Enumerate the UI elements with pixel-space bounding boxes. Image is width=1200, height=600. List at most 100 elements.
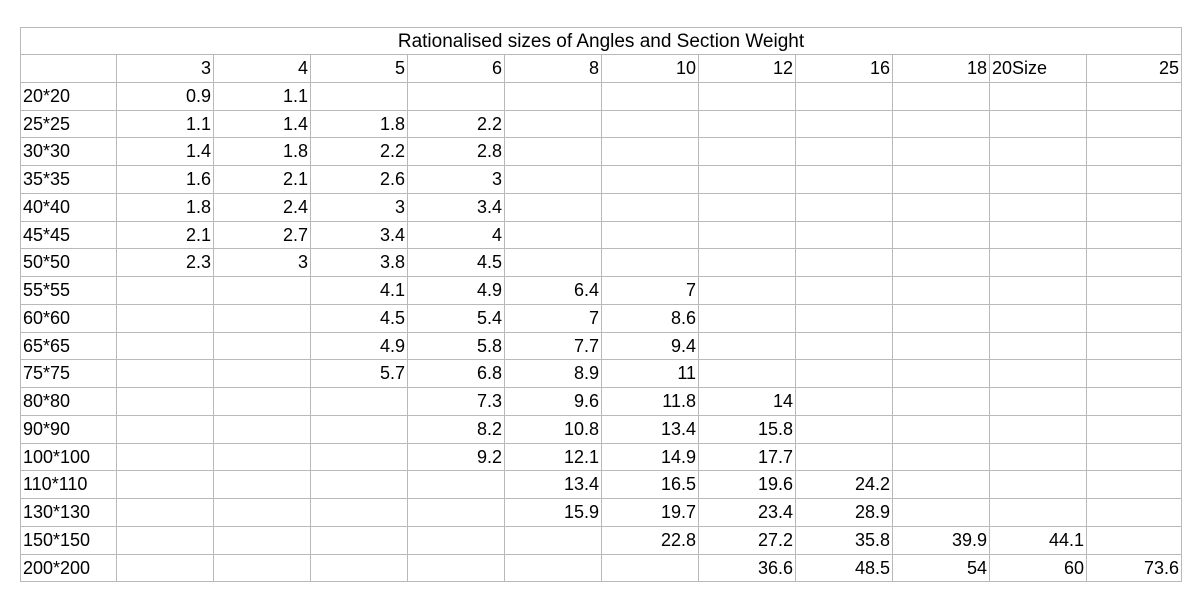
value-cell — [699, 166, 796, 194]
value-cell: 7.3 — [408, 388, 505, 416]
value-cell — [117, 443, 214, 472]
value-cell — [990, 249, 1087, 277]
value-cell — [1087, 138, 1182, 166]
value-cell: 1.6 — [117, 166, 214, 194]
value-cell — [893, 110, 990, 139]
header-cell: 18 — [893, 55, 990, 83]
header-cell: 16 — [796, 55, 893, 83]
value-cell — [699, 277, 796, 305]
value-cell: 9.4 — [602, 332, 699, 361]
value-cell — [699, 110, 796, 139]
row-label: 150*150 — [20, 526, 117, 555]
value-cell — [893, 249, 990, 277]
value-cell — [990, 443, 1087, 472]
value-cell — [602, 554, 699, 583]
value-cell — [602, 249, 699, 277]
value-cell: 4.5 — [408, 249, 505, 277]
value-cell — [699, 360, 796, 388]
value-cell: 4.1 — [311, 277, 408, 305]
value-cell: 3.4 — [408, 193, 505, 222]
value-cell — [1087, 388, 1182, 416]
value-cell — [311, 415, 408, 444]
value-cell — [311, 388, 408, 416]
value-cell — [117, 499, 214, 527]
value-cell — [990, 193, 1087, 222]
value-cell — [796, 415, 893, 444]
value-cell — [1087, 526, 1182, 555]
value-cell — [796, 166, 893, 194]
value-cell — [796, 249, 893, 277]
value-cell — [699, 138, 796, 166]
value-cell: 15.9 — [505, 499, 602, 527]
value-cell: 17.7 — [699, 443, 796, 472]
value-cell — [311, 443, 408, 472]
value-cell — [1087, 110, 1182, 139]
value-cell: 14 — [699, 388, 796, 416]
value-cell — [893, 193, 990, 222]
value-cell — [1087, 249, 1182, 277]
value-cell: 12.1 — [505, 443, 602, 472]
header-cell: 8 — [505, 55, 602, 83]
value-cell: 2.6 — [311, 166, 408, 194]
header-cell: 10 — [602, 55, 699, 83]
value-cell — [796, 443, 893, 472]
value-cell — [796, 304, 893, 333]
value-cell — [311, 82, 408, 111]
value-cell — [117, 304, 214, 333]
value-cell — [990, 166, 1087, 194]
header-cell: 5 — [311, 55, 408, 83]
value-cell — [990, 360, 1087, 388]
value-cell — [1087, 499, 1182, 527]
value-cell: 1.4 — [117, 138, 214, 166]
header-cell: 3 — [117, 55, 214, 83]
value-cell — [117, 526, 214, 555]
value-cell — [117, 388, 214, 416]
value-cell — [602, 110, 699, 139]
value-cell: 5.7 — [311, 360, 408, 388]
row-label: 50*50 — [20, 249, 117, 277]
value-cell — [893, 332, 990, 361]
value-cell — [990, 415, 1087, 444]
value-cell — [1087, 471, 1182, 499]
value-cell: 24.2 — [796, 471, 893, 499]
value-cell — [990, 277, 1087, 305]
value-cell — [990, 499, 1087, 527]
value-cell — [990, 471, 1087, 499]
value-cell — [311, 471, 408, 499]
value-cell: 19.7 — [602, 499, 699, 527]
value-cell — [990, 332, 1087, 361]
value-cell — [311, 499, 408, 527]
value-cell — [893, 443, 990, 472]
value-cell — [796, 138, 893, 166]
header-cell: 20Size — [990, 55, 1087, 83]
value-cell — [117, 360, 214, 388]
value-cell — [699, 82, 796, 111]
value-cell — [796, 332, 893, 361]
value-cell: 14.9 — [602, 443, 699, 472]
value-cell: 27.2 — [699, 526, 796, 555]
value-cell: 10.8 — [505, 415, 602, 444]
value-cell: 2.7 — [214, 221, 311, 250]
value-cell — [699, 304, 796, 333]
value-cell — [796, 110, 893, 139]
row-label: 130*130 — [20, 499, 117, 527]
value-cell — [1087, 304, 1182, 333]
value-cell — [602, 138, 699, 166]
value-cell: 23.4 — [699, 499, 796, 527]
row-label: 55*55 — [20, 277, 117, 305]
value-cell — [602, 166, 699, 194]
value-cell: 4 — [408, 221, 505, 250]
value-cell — [311, 526, 408, 555]
value-cell — [893, 138, 990, 166]
row-label: 30*30 — [20, 138, 117, 166]
value-cell: 7 — [505, 304, 602, 333]
value-cell: 8.2 — [408, 415, 505, 444]
header-cell — [20, 55, 117, 83]
value-cell — [1087, 193, 1182, 222]
value-cell: 3.8 — [311, 249, 408, 277]
value-cell — [408, 554, 505, 583]
value-cell — [893, 471, 990, 499]
value-cell: 35.8 — [796, 526, 893, 555]
value-cell — [990, 82, 1087, 111]
value-cell — [699, 193, 796, 222]
